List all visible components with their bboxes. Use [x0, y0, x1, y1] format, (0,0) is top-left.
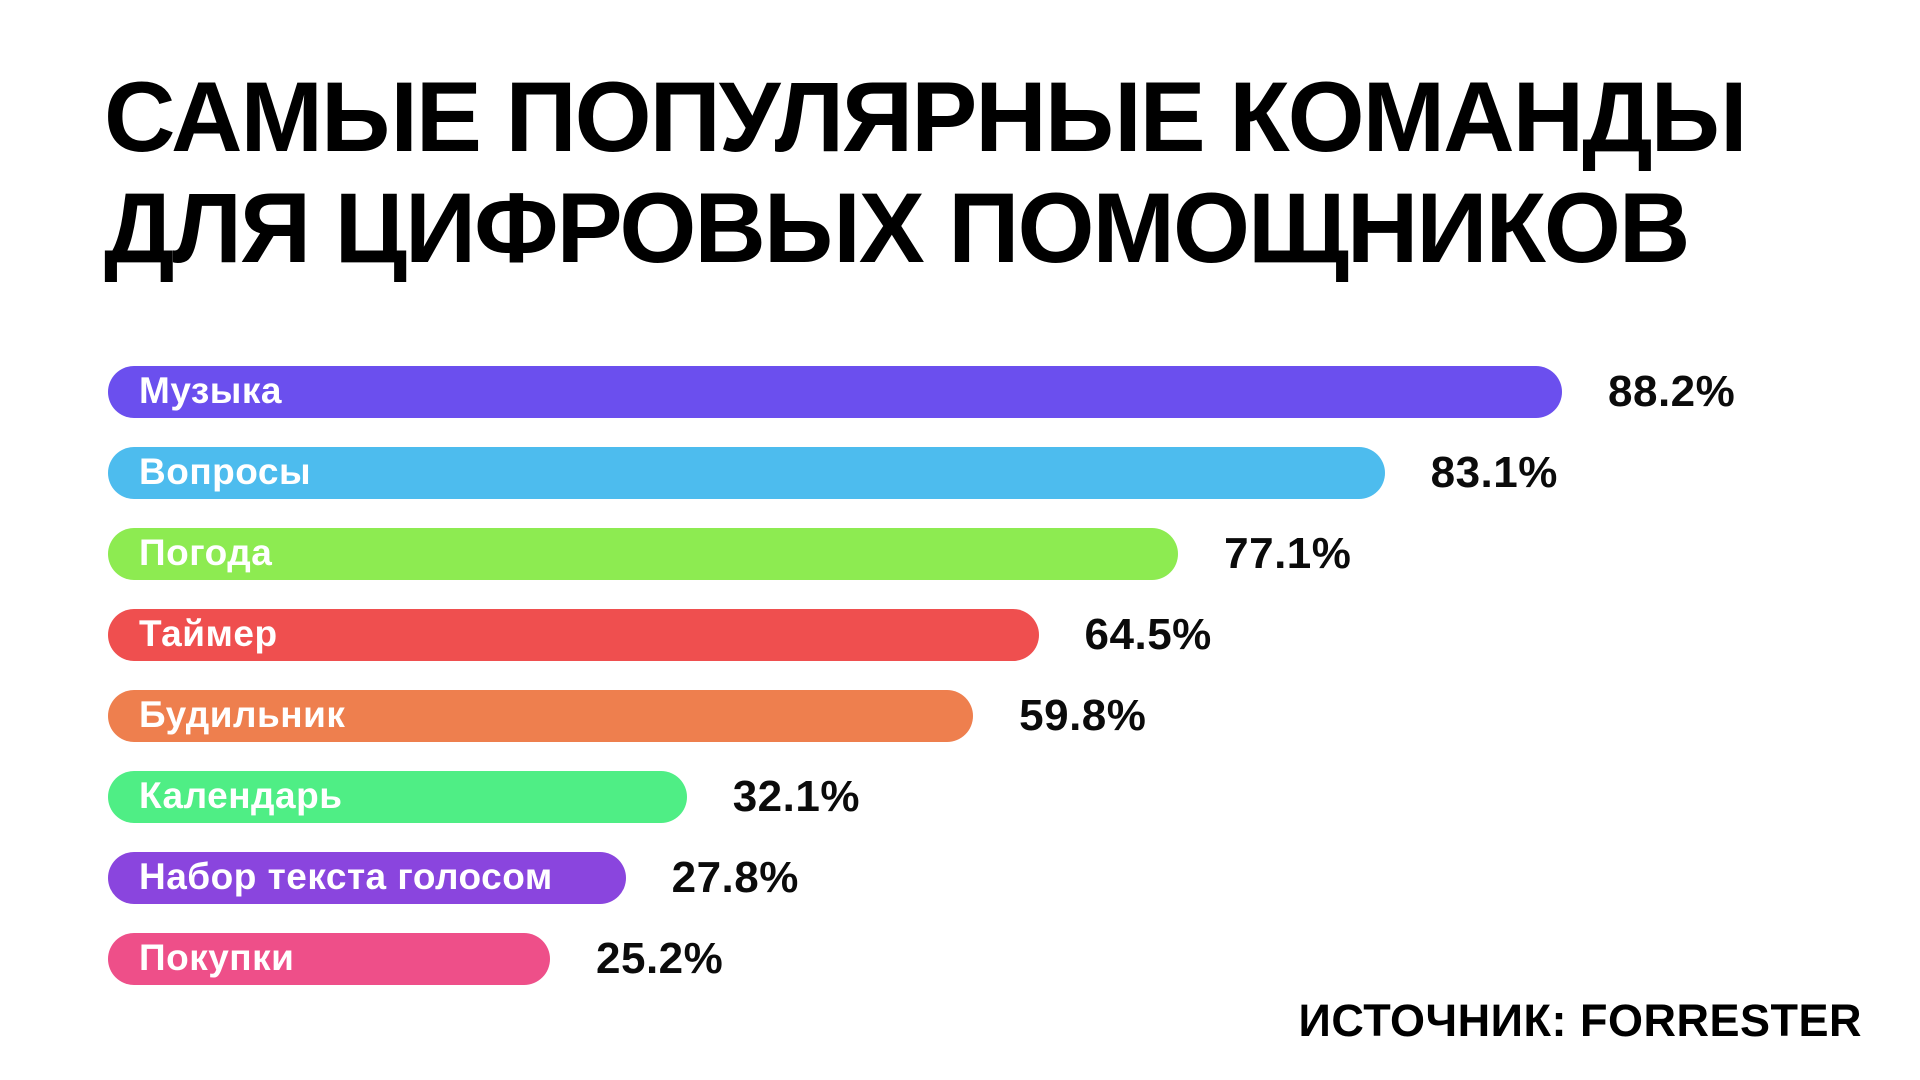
- bar-value-label: 83.1%: [1430, 448, 1558, 497]
- bar: Вопросы: [108, 447, 1385, 499]
- chart-title-line-1: САМЫЕ ПОПУЛЯРНЫЕ КОМАНДЫ: [104, 61, 1748, 172]
- bar-value-label: 32.1%: [732, 772, 860, 821]
- bar: Музыка: [108, 366, 1562, 418]
- bar: Календарь: [108, 771, 687, 823]
- bar: Будильник: [108, 690, 974, 742]
- bar-label: Таймер: [139, 613, 278, 654]
- bar-value-label: 27.8%: [671, 853, 799, 902]
- bar-value-label: 88.2%: [1608, 367, 1736, 416]
- source-attribution: ИСТОЧНИК: FORRESTER: [1298, 995, 1862, 1046]
- bar: Таймер: [108, 609, 1039, 661]
- bar-row: Погода 77.1%: [108, 528, 1562, 580]
- bar: Покупки: [108, 933, 551, 985]
- bar-value-label: 77.1%: [1224, 529, 1352, 578]
- bar-row: Покупки 25.2%: [108, 933, 1562, 985]
- bar-row: Календарь 32.1%: [108, 771, 1562, 823]
- bar-label: Набор текста голосом: [139, 856, 553, 897]
- bar-row: Набор текста голосом 27.8%: [108, 852, 1562, 904]
- bar-value-label: 64.5%: [1084, 610, 1212, 659]
- bar-label: Погода: [139, 532, 273, 573]
- bar-label: Календарь: [139, 775, 343, 816]
- bar-row: Вопросы 83.1%: [108, 447, 1562, 499]
- bar-row: Музыка 88.2%: [108, 366, 1735, 418]
- bar: Погода: [108, 528, 1179, 580]
- bar-label: Вопросы: [139, 451, 312, 492]
- chart-title-line-2: ДЛЯ ЦИФРОВЫХ ПОМОЩНИКОВ: [104, 171, 1690, 283]
- bar-row: Будильник 59.8%: [108, 690, 1562, 742]
- bar-label: Музыка: [139, 370, 282, 411]
- bar-value-label: 25.2%: [596, 934, 724, 983]
- bar-chart: Музыка 88.2% Вопросы 83.1% Погода 77.1% …: [108, 366, 1735, 1014]
- bar-row: Таймер 64.5%: [108, 609, 1562, 661]
- bar-label: Покупки: [139, 937, 295, 978]
- bar-value-label: 59.8%: [1019, 691, 1147, 740]
- bar-label: Будильник: [139, 694, 346, 735]
- bar: Набор текста голосом: [108, 852, 626, 904]
- chart-title: САМЫЕ ПОПУЛЯРНЫЕ КОМАНДЫ ДЛЯ ЦИФРОВЫХ ПО…: [104, 61, 1748, 284]
